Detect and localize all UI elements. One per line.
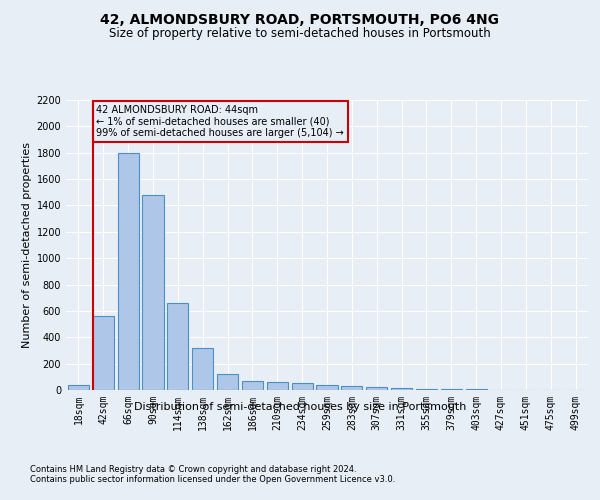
Bar: [341, 386, 362, 390]
Text: Distribution of semi-detached houses by size in Portsmouth: Distribution of semi-detached houses by …: [134, 402, 466, 412]
Bar: [292, 383, 313, 390]
Bar: [316, 386, 338, 390]
Bar: [68, 384, 89, 390]
Bar: [416, 389, 437, 390]
Bar: [391, 388, 412, 390]
Bar: [366, 388, 387, 390]
Text: 42, ALMONDSBURY ROAD, PORTSMOUTH, PO6 4NG: 42, ALMONDSBURY ROAD, PORTSMOUTH, PO6 4N…: [101, 12, 499, 26]
Bar: [167, 303, 188, 390]
Bar: [142, 195, 164, 390]
Y-axis label: Number of semi-detached properties: Number of semi-detached properties: [22, 142, 32, 348]
Bar: [217, 374, 238, 390]
Bar: [192, 348, 213, 390]
Bar: [242, 382, 263, 390]
Text: Contains HM Land Registry data © Crown copyright and database right 2024.: Contains HM Land Registry data © Crown c…: [30, 465, 356, 474]
Text: Size of property relative to semi-detached houses in Portsmouth: Size of property relative to semi-detach…: [109, 28, 491, 40]
Bar: [118, 152, 139, 390]
Bar: [267, 382, 288, 390]
Bar: [93, 316, 114, 390]
Text: 42 ALMONDSBURY ROAD: 44sqm
← 1% of semi-detached houses are smaller (40)
99% of : 42 ALMONDSBURY ROAD: 44sqm ← 1% of semi-…: [97, 106, 344, 138]
Text: Contains public sector information licensed under the Open Government Licence v3: Contains public sector information licen…: [30, 475, 395, 484]
